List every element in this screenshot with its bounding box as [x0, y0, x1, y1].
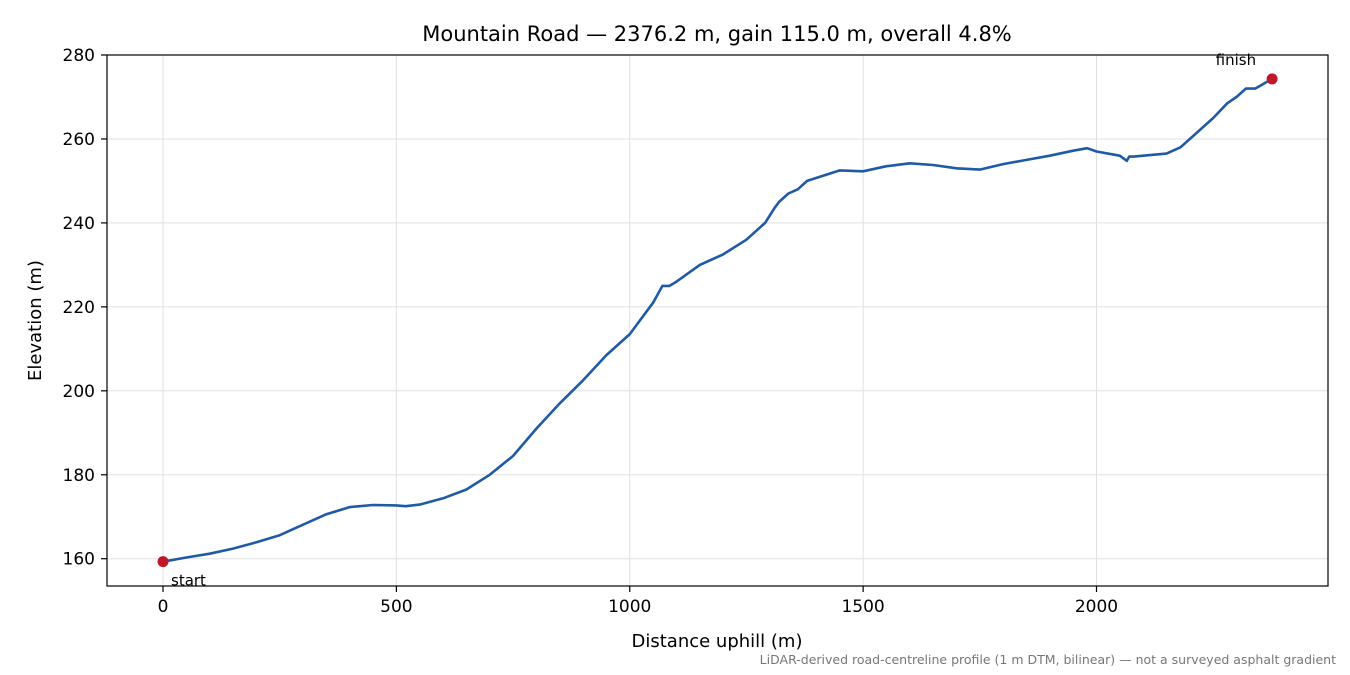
- elevation-line: [161, 77, 1274, 564]
- axis-ticks: 0 500 1000 1500 2000 160 180 200 220 240 260 280: [63, 46, 1119, 617]
- grid: [107, 54, 1328, 586]
- x-tick-label: 0: [158, 597, 169, 617]
- y-tick-label: 160: [63, 550, 95, 570]
- start-label: start: [171, 572, 206, 590]
- x-axis-label: Distance uphill (m): [632, 631, 803, 652]
- finish-marker: [1266, 73, 1278, 85]
- x-tick-label: 2000: [1075, 597, 1118, 617]
- plot-frame: [106, 54, 1329, 587]
- x-tick-label: 500: [380, 597, 412, 617]
- start-marker: [157, 556, 169, 568]
- chart-title: Mountain Road — 2376.2 m, gain 115.0 m, …: [422, 22, 1012, 46]
- y-tick-label: 180: [63, 466, 95, 486]
- y-tick-label: 260: [63, 130, 95, 150]
- footnote: LiDAR-derived road-centreline profile (1…: [760, 652, 1336, 667]
- y-tick-label: 220: [63, 298, 95, 318]
- y-tick-label: 240: [63, 214, 95, 234]
- series-layer: start finish: [157, 51, 1278, 590]
- x-tick-label: 1000: [608, 597, 651, 617]
- y-axis-label: Elevation (m): [25, 260, 46, 381]
- x-tick-label: 1500: [841, 597, 884, 617]
- y-tick-label: 200: [63, 382, 95, 402]
- y-tick-label: 280: [63, 46, 95, 66]
- finish-label: finish: [1216, 51, 1256, 69]
